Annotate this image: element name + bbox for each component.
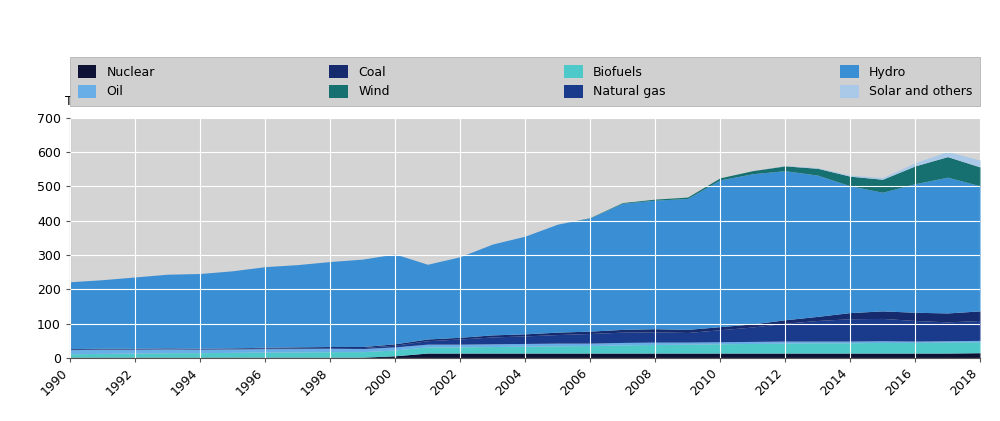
Legend: Nuclear, Oil, Coal, Wind, Biofuels, Natural gas, Hydro, Solar and others: Nuclear, Oil, Coal, Wind, Biofuels, Natu… xyxy=(70,57,980,106)
Text: TWh: TWh xyxy=(65,95,93,108)
